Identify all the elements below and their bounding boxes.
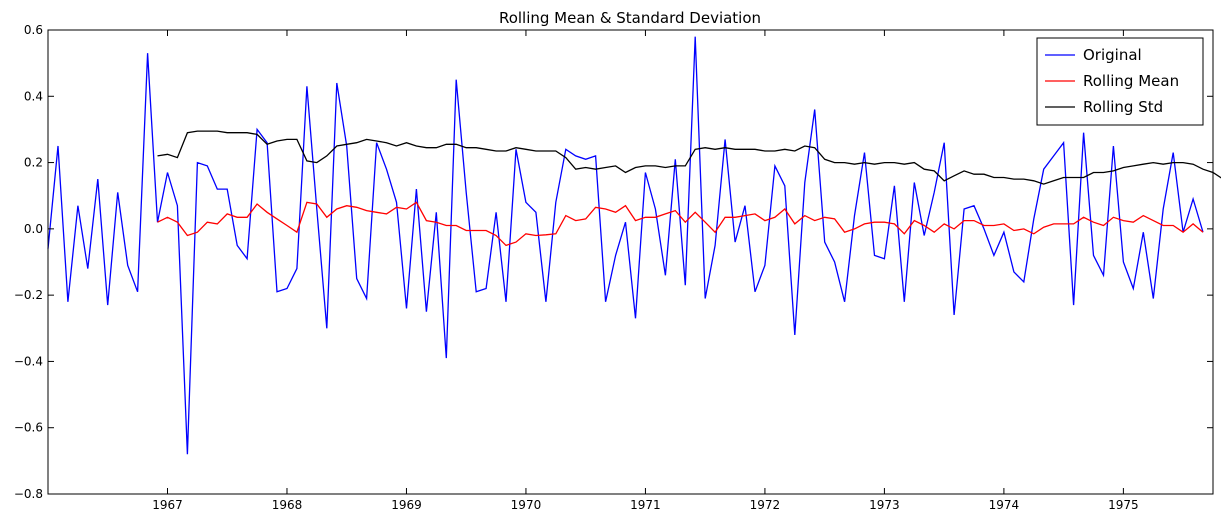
x-tick-label: 1970 — [511, 498, 542, 512]
x-tick-label: 1968 — [272, 498, 303, 512]
legend-label: Rolling Mean — [1083, 72, 1179, 90]
y-tick-label: −0.2 — [14, 288, 43, 302]
y-tick-label: 0.2 — [24, 156, 43, 170]
y-tick-label: −0.8 — [14, 487, 43, 501]
y-tick-label: −0.6 — [14, 421, 43, 435]
x-tick-label: 1974 — [989, 498, 1020, 512]
plot-lines — [47, 36, 1221, 455]
x-tick-label: 1972 — [750, 498, 781, 512]
legend-label: Rolling Std — [1083, 98, 1163, 116]
y-tick-label: 0.6 — [24, 23, 43, 37]
y-tick-label: 0.4 — [24, 89, 43, 103]
series-line-original — [47, 36, 1204, 455]
legend-label: Original — [1083, 46, 1142, 64]
chart-title: Rolling Mean & Standard Deviation — [499, 9, 761, 27]
x-tick-label: 1973 — [869, 498, 900, 512]
legend: Original Rolling Mean Rolling Std — [1036, 37, 1204, 126]
plot-frame — [47, 29, 1214, 495]
x-tick-label: 1975 — [1108, 498, 1139, 512]
series-line-rolling-std — [157, 130, 1221, 185]
series-line-rolling-mean — [157, 201, 1204, 247]
x-tick-label: 1971 — [630, 498, 661, 512]
y-tick-label: −0.4 — [14, 354, 43, 368]
axis-ticks: 0.6 0.4 0.2 0.0 −0.2 −0.4 −0.6 −0.8 1967 1968 1969… — [14, 23, 1213, 512]
x-tick-label: 1969 — [391, 498, 422, 512]
x-tick-label: 1967 — [152, 498, 183, 512]
y-tick-label: 0.0 — [24, 222, 43, 236]
